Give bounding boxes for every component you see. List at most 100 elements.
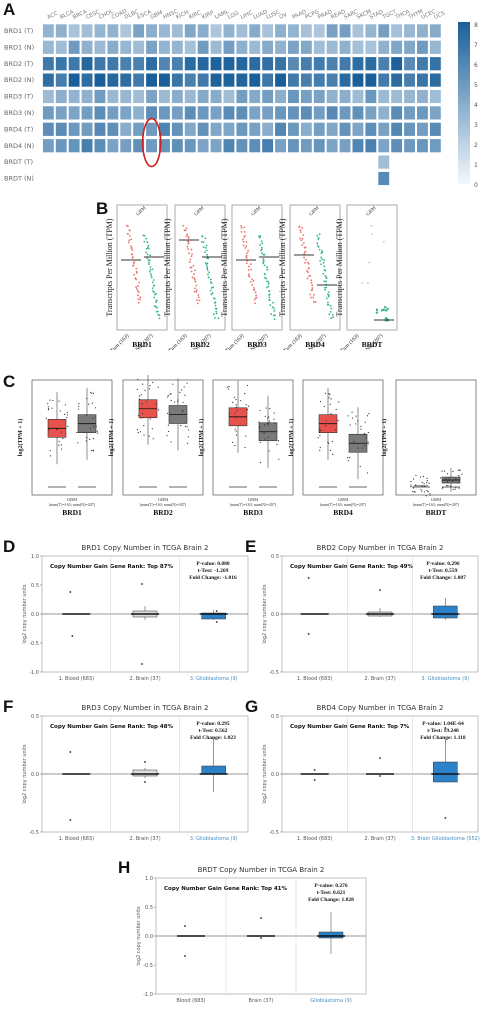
- tumor-dot: [306, 277, 309, 280]
- heatmap-cell: [93, 56, 106, 71]
- cn-ytick-label: -0.5: [29, 830, 39, 836]
- boxplot-point: [259, 409, 261, 412]
- normal-dot: [153, 296, 156, 299]
- boxplot-point: [152, 381, 154, 384]
- normal-dot: [325, 297, 328, 300]
- heatmap-cell: [313, 40, 326, 55]
- cn-group-label: 2. Brain (37): [129, 836, 160, 842]
- tumor-dot: [306, 261, 309, 264]
- heatmap-cell: [132, 105, 145, 121]
- boxplot-point: [145, 401, 148, 403]
- normal-dot: [146, 241, 149, 243]
- boxplot-xsub: (num(T)=163; num(N)=207): [49, 502, 96, 507]
- tumor-dot: [137, 298, 140, 300]
- boxplot-point: [188, 429, 190, 431]
- normal-dot: [384, 305, 387, 309]
- scale-tick: 7: [474, 42, 478, 49]
- boxplot-point: [363, 432, 365, 435]
- boxplot-point: [426, 481, 428, 484]
- normal-dot: [318, 248, 321, 251]
- boxplot-point: [259, 461, 262, 464]
- heatmap-cell: [377, 154, 390, 170]
- normal-dot: [266, 280, 268, 283]
- boxplot-point: [236, 409, 238, 411]
- boxplot-point: [183, 386, 185, 388]
- boxplot-point: [246, 408, 249, 411]
- tumor-dot: [193, 277, 196, 280]
- boxplot-point: [457, 469, 460, 471]
- tumor-dot: [135, 271, 138, 274]
- tumor-dot: [139, 296, 142, 299]
- boxplot-point: [328, 393, 330, 395]
- cn-group-label: Blood (683): [176, 998, 205, 1004]
- cn-outlier: [307, 633, 310, 635]
- boxplot-point: [329, 449, 332, 451]
- heatmap-cell: [326, 72, 339, 88]
- heatmap-cell: [68, 56, 81, 71]
- normal-dot: [322, 272, 325, 275]
- boxplot-point: [234, 416, 236, 419]
- scale-tick: 4: [474, 102, 478, 109]
- boxplot-point: [227, 388, 230, 390]
- tumor-dot: [253, 287, 255, 289]
- boxplot-point: [85, 431, 87, 434]
- normal-dot: [273, 310, 276, 312]
- cn-group-label: 3. Brain Glioblastoma (552): [411, 836, 480, 842]
- heatmap-cell: [68, 138, 81, 153]
- boxplot-point: [410, 485, 412, 488]
- boxplot-point: [264, 438, 266, 440]
- normal-dot: [155, 299, 158, 302]
- dotplot-frame: [174, 204, 226, 331]
- tumor-dot: [197, 296, 200, 299]
- gene-label: BRDT: [362, 340, 383, 349]
- cn-ytick-label: 0.5: [31, 714, 39, 720]
- heatmap-cell: [377, 23, 390, 39]
- boxplot-point: [325, 420, 327, 422]
- boxplot-ylabel: log2(TPM + 1): [17, 419, 24, 456]
- column-label: ACC: [46, 11, 59, 21]
- tumor-dot: [251, 284, 254, 286]
- normal-dot: [268, 296, 271, 299]
- tumor-dot: [253, 288, 256, 291]
- cn-outlier: [141, 663, 143, 665]
- cn-outlier: [313, 779, 316, 781]
- normal-dot: [152, 279, 155, 281]
- cn-ytick-label: -0.5: [269, 830, 279, 836]
- heatmap-cell: [235, 89, 248, 104]
- boxplot-point: [142, 412, 144, 415]
- heatmap-cell: [93, 138, 106, 153]
- tumor-dot: [137, 294, 140, 297]
- tumor-dot: [198, 299, 201, 302]
- heatmap-cell: [222, 122, 235, 137]
- row-label: BRD1 (N): [4, 43, 34, 51]
- boxplot-point: [85, 440, 87, 442]
- tumor-dot: [195, 290, 198, 293]
- boxplot-point: [364, 421, 366, 423]
- tumor-dot: [182, 224, 185, 227]
- tumor-dot: [248, 275, 251, 278]
- cn-ttest: t-Test: 0.559: [429, 568, 458, 574]
- boxplot-point: [410, 484, 412, 486]
- cn-box: [201, 765, 226, 775]
- boxplot-point: [228, 412, 231, 414]
- normal-dot: [320, 256, 323, 259]
- cn-ytick-label: 0.0: [271, 612, 279, 618]
- boxplot-point: [264, 415, 266, 418]
- boxplot-ylabel: log2(TPM + 1): [288, 419, 295, 456]
- boxplot-ylabel: log2(TPM + 1): [381, 419, 388, 456]
- normal-dot: [152, 290, 154, 292]
- normal-dot: [317, 246, 320, 248]
- normal-dot: [204, 237, 207, 240]
- heatmap-cell: [158, 138, 171, 153]
- heatmap-cell: [390, 40, 403, 55]
- tumor-dot: [252, 279, 255, 282]
- tumor-dot: [139, 298, 142, 301]
- boxplot-frame: [212, 379, 294, 496]
- tpm-dotplots: GBM Transcripts Per Million (TPM) Tum (163…: [105, 204, 398, 350]
- heatmap-cell: [42, 89, 55, 104]
- heatmap-cell: [42, 56, 55, 71]
- cn-ylabel: log2 copy number units: [262, 744, 268, 804]
- boxplot-point: [415, 474, 417, 476]
- heatmap-cell: [106, 40, 119, 55]
- heatmap-cell: [119, 40, 132, 55]
